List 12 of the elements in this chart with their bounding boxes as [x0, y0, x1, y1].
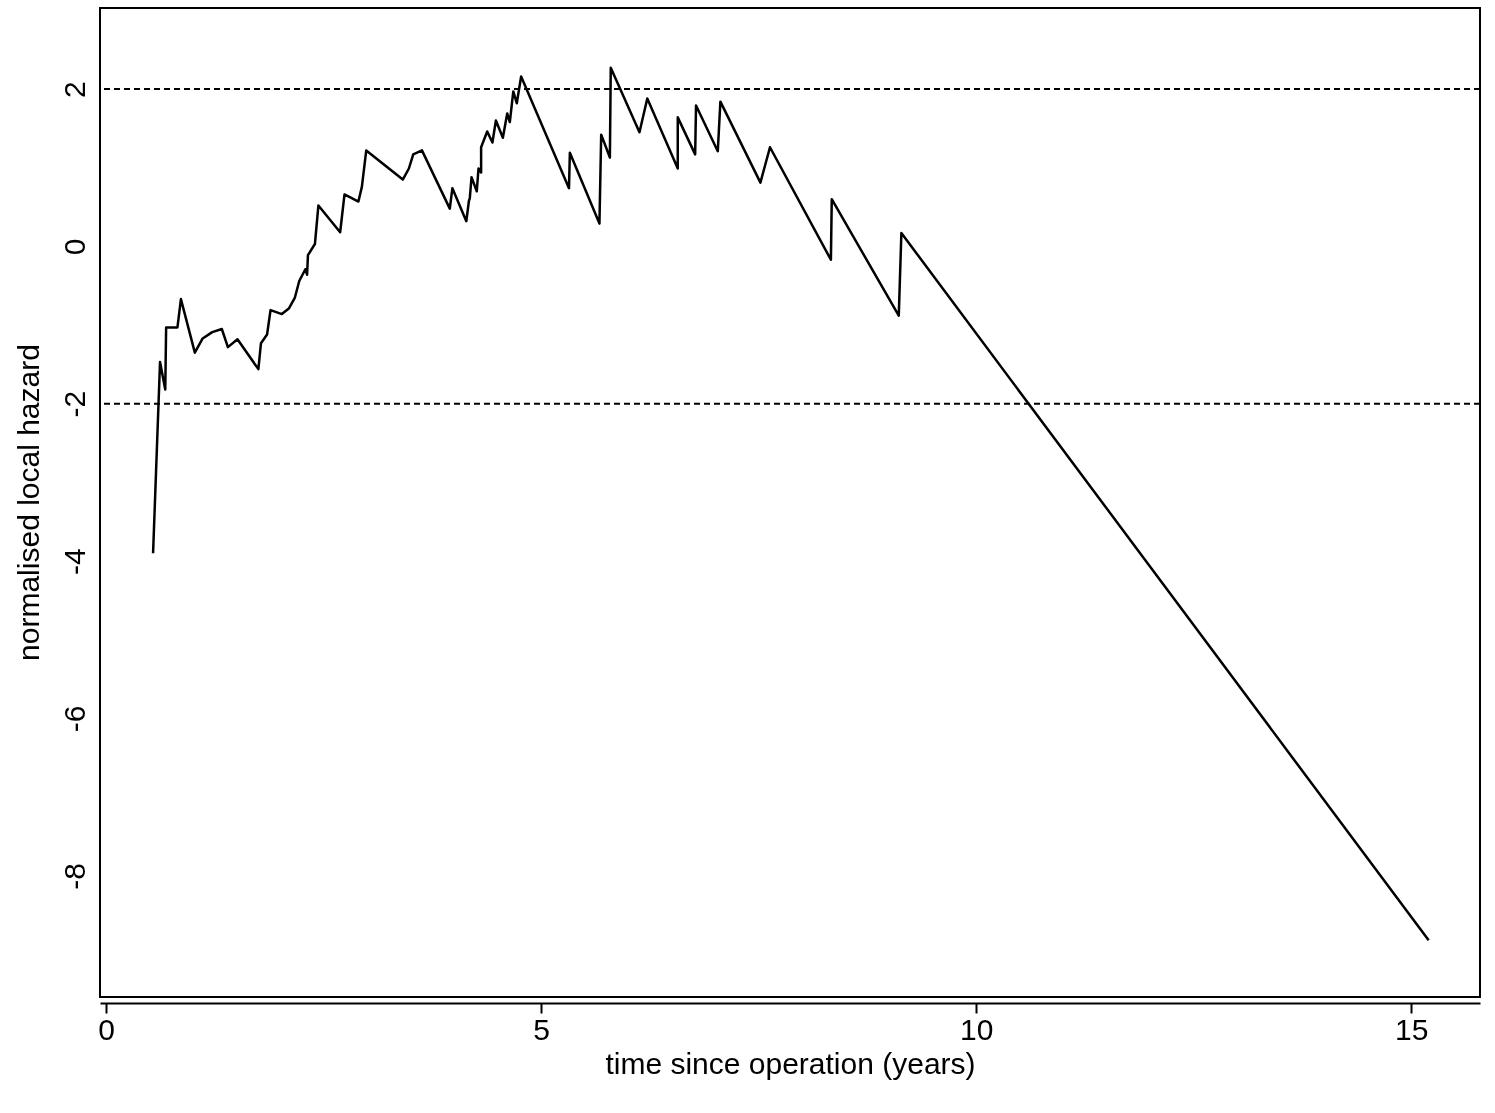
- x-tick-label: 15: [1395, 1012, 1429, 1046]
- x-tick-label: 0: [98, 1012, 115, 1046]
- x-tick-label: 5: [533, 1012, 550, 1046]
- x-tick-label: 10: [960, 1012, 994, 1046]
- y-tick-label: 2: [57, 81, 91, 98]
- y-tick-label: -6: [57, 705, 91, 733]
- y-tick-label: -2: [57, 390, 91, 418]
- x-axis-title: time since operation (years): [605, 1046, 976, 1080]
- y-tick-label: -8: [57, 862, 91, 890]
- y-tick-label: 0: [57, 238, 91, 256]
- y-tick-label: -4: [57, 548, 91, 575]
- y-axis-title: normalised local hazard: [12, 344, 45, 661]
